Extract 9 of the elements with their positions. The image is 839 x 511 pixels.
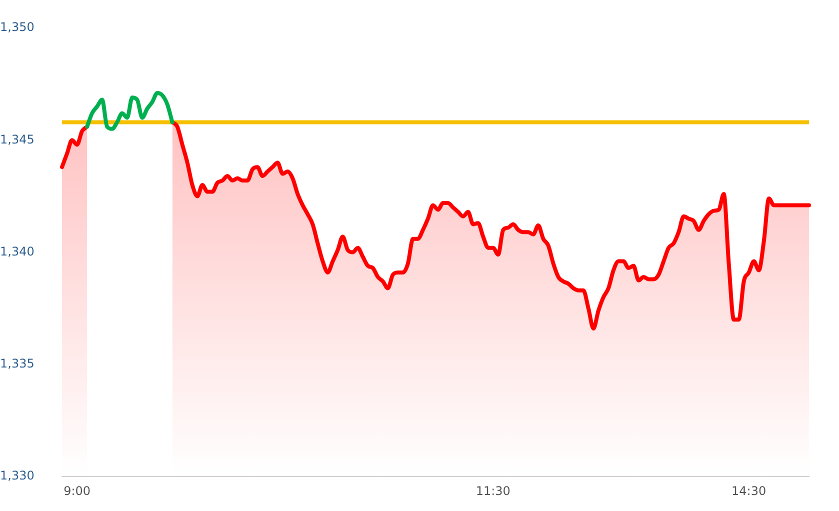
y-tick-label: 1,340 xyxy=(0,244,34,258)
y-tick-label: 1,350 xyxy=(0,20,34,34)
x-tick-label: 14:30 xyxy=(732,484,766,498)
y-tick-label: 1,335 xyxy=(0,356,34,371)
line-series xyxy=(85,91,174,131)
y-tick-label: 1,345 xyxy=(0,132,34,146)
x-tick-label: 11:30 xyxy=(476,484,510,498)
x-tick-label: 9:00 xyxy=(64,484,91,498)
y-tick-label: 1,330 xyxy=(0,468,34,483)
